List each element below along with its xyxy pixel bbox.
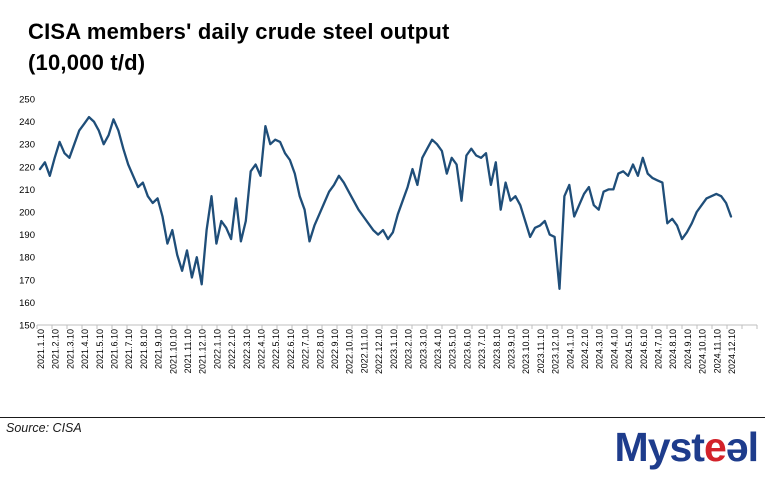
x-axis-label: 2021.8.10 (139, 329, 149, 369)
x-axis-label: 2023.3.10 (418, 329, 428, 369)
x-axis-label: 2024.4.10 (609, 329, 619, 369)
y-axis-label: 230 (19, 140, 35, 151)
y-axis-label: 250 (19, 95, 35, 106)
y-axis-label: 200 (19, 208, 35, 219)
x-axis-label: 2024.5.10 (624, 329, 634, 369)
steel-output-series-line (38, 115, 733, 290)
x-axis-label: 2022.11.10 (359, 329, 369, 373)
x-axis-label: 2022.2.10 (227, 329, 237, 369)
y-axis-label: 240 (19, 117, 35, 128)
x-axis-label: 2022.3.10 (242, 329, 252, 369)
y-axis-label: 180 (19, 253, 35, 264)
x-axis-label: 2024.8.10 (668, 329, 678, 369)
logo-blue-reversed-e-icon: ə (725, 424, 749, 470)
steel-output-line-chart: 150 160 170 180 190 200 210 220 230 240 250 2021.1.… (19, 95, 758, 374)
x-axis-label: 2022.7.10 (301, 329, 311, 369)
x-axis-label: 2022.8.10 (315, 329, 325, 369)
chart-title-line1: CISA members' daily crude steel output (28, 19, 450, 44)
logo-text-l: l (747, 424, 759, 470)
x-axis-label: 2023.11.10 (536, 329, 546, 373)
y-axis-label: 220 (19, 162, 35, 173)
x-axis-label: 2021.9.10 (154, 329, 164, 369)
chart-title-line2: (10,000 t/d) (28, 50, 146, 75)
x-axis-label: 2024.10.10 (698, 329, 708, 374)
x-axis-label: 2024.3.10 (595, 329, 605, 369)
x-axis-label: 2021.7.10 (124, 329, 134, 369)
x-axis-label: 2021.5.10 (95, 329, 105, 369)
x-axis-label: 2024.1.10 (565, 329, 575, 369)
x-axis-label: 2022.10.10 (345, 329, 355, 374)
x-axis-label: 2023.9.10 (506, 329, 516, 369)
x-axis-label: 2021.10.10 (168, 329, 178, 374)
x-axis-label: 2023.7.10 (477, 329, 487, 369)
x-axis-label: 2022.5.10 (271, 329, 281, 369)
logo-text-myst: Myst (614, 424, 705, 470)
x-axis-label: 2022.6.10 (286, 329, 296, 369)
logo-red-e-icon: e (703, 424, 727, 470)
x-axis-label: 2024.9.10 (683, 329, 693, 369)
x-axis-label: 2021.3.10 (65, 329, 75, 369)
x-axis-label: 2023.10.10 (521, 329, 531, 374)
x-axis-label: 2023.12.10 (551, 329, 561, 374)
x-axis-label: 2022.9.10 (330, 329, 340, 369)
source-note: Source: CISA (6, 421, 82, 435)
x-axis-label: 2022.1.10 (212, 329, 222, 369)
x-axis-label: 2024.7.10 (653, 329, 663, 369)
y-axis-label: 170 (19, 275, 35, 286)
x-axis-label: 2023.8.10 (492, 329, 502, 369)
x-axis-label: 2022.4.10 (257, 329, 267, 369)
x-axis-label: 2024.12.10 (727, 329, 737, 374)
x-axis-label: 2022.12.10 (374, 329, 384, 374)
x-axis-label: 2023.4.10 (433, 329, 443, 369)
x-axis-label: 2021.2.10 (51, 329, 61, 369)
x-axis-label: 2023.6.10 (462, 329, 472, 369)
mysteel-logo: Mysteəl (614, 424, 759, 470)
x-axis-label: 2023.2.10 (404, 329, 414, 369)
chart-title: CISA members' daily crude steel output (… (28, 16, 668, 78)
x-axis-label: 2021.11.10 (183, 329, 193, 373)
footer-divider (0, 417, 765, 418)
y-axis-label: 190 (19, 230, 35, 241)
y-axis-label: 150 (19, 321, 35, 332)
x-axis-label: 2023.5.10 (448, 329, 458, 369)
x-axis-label: 2024.6.10 (639, 329, 649, 369)
x-axis-label: 2024.2.10 (580, 329, 590, 369)
x-axis-label: 2024.11.10 (712, 329, 722, 373)
y-axis-label: 210 (19, 185, 35, 196)
x-axis-label: 2023.1.10 (389, 329, 399, 369)
x-axis-label: 2021.1.10 (36, 329, 46, 369)
y-axis-label: 160 (19, 298, 35, 309)
x-axis-label: 2021.12.10 (198, 329, 208, 374)
x-axis-label: 2021.6.10 (110, 329, 120, 369)
x-axis-label: 2021.4.10 (80, 329, 90, 369)
